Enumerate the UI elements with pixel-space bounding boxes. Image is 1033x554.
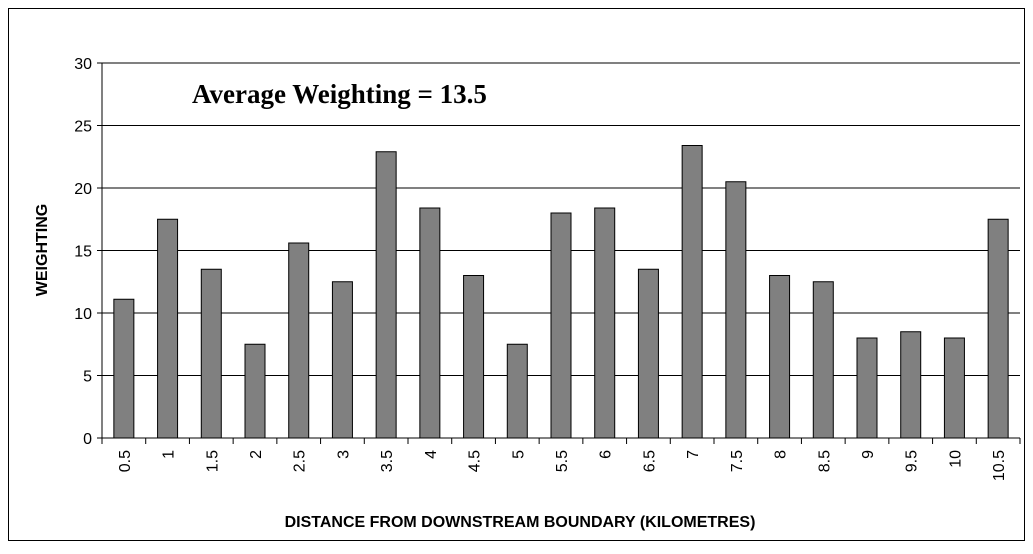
bar [856,337,878,439]
bar [375,151,397,439]
x-tick-label: 1.5 [204,450,221,472]
x-tick-label: 2.5 [292,450,309,472]
x-tick-label: 9 [860,450,877,459]
y-tick-label: 5 [83,369,92,386]
x-axis-title: DISTANCE FROM DOWNSTREAM BOUNDARY (KILOM… [285,514,756,531]
x-tick-label: 8 [773,450,790,459]
bar [244,343,266,439]
x-tick-label: 0.5 [117,450,134,472]
x-tick-label: 10.5 [991,450,1008,481]
x-tick-label: 2 [248,450,265,459]
y-tick-label: 15 [74,244,92,261]
y-axis-title: WEIGHTING [34,204,51,296]
bar [987,218,1009,439]
bar [113,298,135,439]
bar [594,207,616,439]
x-tick-label: 6.5 [641,450,658,472]
annotation: Average Weighting = 13.5 [192,79,487,109]
y-tick-label: 0 [83,431,92,448]
x-tick-label: 10 [947,450,964,468]
bar [550,212,572,439]
bar [681,145,703,439]
bar [812,281,834,439]
x-tick-label: 4 [423,450,440,459]
x-tick-label: 7.5 [729,450,746,472]
x-tick-label: 9.5 [904,450,921,472]
y-tick-label: 30 [74,56,92,73]
bar [943,337,965,439]
x-tick-label: 1 [161,450,178,459]
bar [288,242,310,439]
bar [463,275,485,439]
bar [769,275,791,439]
x-tick-label: 4.5 [467,450,484,472]
x-tick-label: 8.5 [816,450,833,472]
y-tick-label: 20 [74,181,92,198]
bar [331,281,353,439]
bar [725,181,747,439]
bar [200,268,222,439]
bar [506,343,528,439]
bar [419,207,441,439]
y-tick-label: 25 [74,119,92,136]
x-tick-label: 3 [335,450,352,459]
x-tick-label: 5.5 [554,450,571,472]
x-tick-label: 7 [685,450,702,459]
y-tick-label: 10 [74,306,92,323]
x-tick-label: 6 [598,450,615,459]
bar [900,331,922,439]
x-tick-label: 5 [510,450,527,459]
bar [157,218,179,439]
bar [637,268,659,439]
x-tick-label: 3.5 [379,450,396,472]
